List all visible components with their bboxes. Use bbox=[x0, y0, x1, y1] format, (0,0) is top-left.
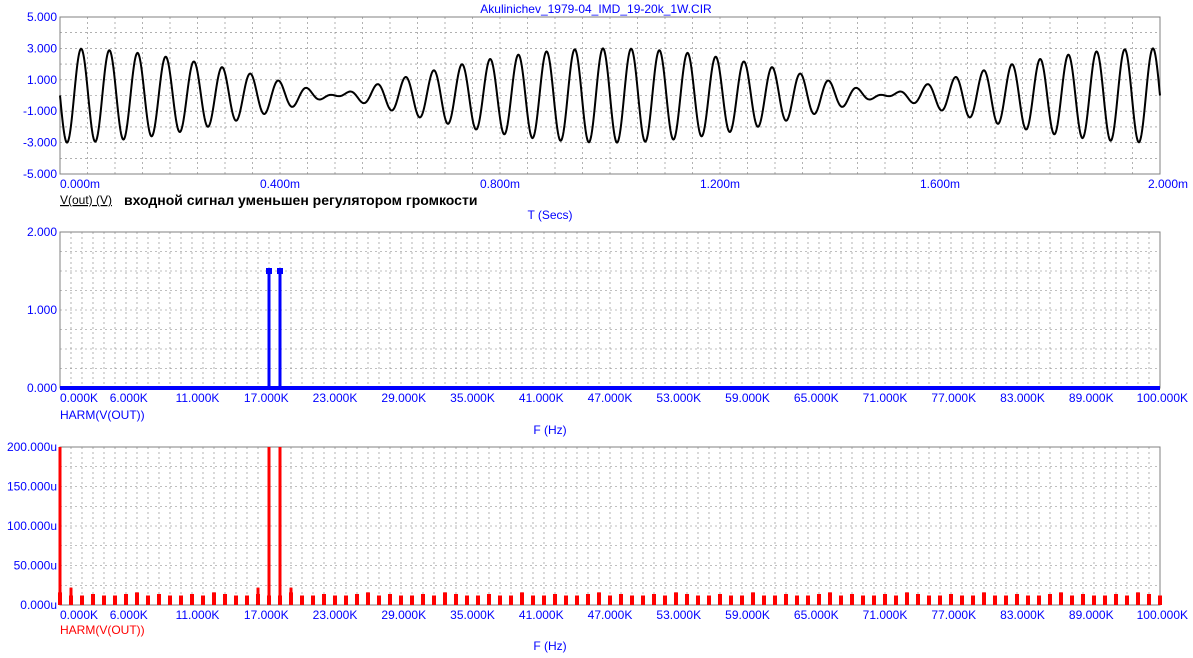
plot2-xlabel: F (Hz) bbox=[533, 423, 566, 437]
plot3-x-tick-label: 47.000K bbox=[588, 608, 633, 622]
plot1-y-tick-label: -1.000 bbox=[23, 104, 57, 118]
plot1-y-tick-label: -3.000 bbox=[23, 136, 57, 150]
plot3-x-tick-label: 59.000K bbox=[725, 608, 770, 622]
plot3-x-tick-label: 11.000K bbox=[176, 608, 220, 622]
plot-spectrum-zoomed: 0.000K 6.000K 11.000K 17.000K 23.000K 29.000K… bbox=[7, 440, 1188, 622]
plot1-ylabel: V(out) (V) bbox=[60, 193, 112, 207]
plot2-x-tick-label: 53.000K bbox=[656, 391, 701, 405]
plot2-x-tick-label: 0.000K bbox=[60, 391, 98, 405]
plot2-x-tick-label: 41.000K bbox=[519, 391, 564, 405]
plot2-x-tick-label: 11.000K bbox=[176, 391, 220, 405]
plot1-x-tick-label: 0.400m bbox=[260, 177, 300, 191]
plot3-x-tick-label: 0.000K bbox=[60, 608, 98, 622]
plot1-y-tick-label: 1.000 bbox=[27, 73, 57, 87]
spectrum-marker bbox=[266, 268, 272, 274]
series-vout-line bbox=[59, 47, 1161, 144]
plot2-x-tick-label: 77.000K bbox=[931, 391, 976, 405]
plot2-x-tick-label: 71.000K bbox=[863, 391, 908, 405]
plot2-x-tick-label: 100.000K bbox=[1137, 391, 1188, 405]
noise-floor-bars bbox=[58, 592, 1162, 605]
plot3-x-tick-label: 41.000K bbox=[519, 608, 564, 622]
plot3-y-tick-label: 100.000u bbox=[7, 519, 57, 533]
plot2-x-tick-label: 83.000K bbox=[1000, 391, 1045, 405]
plot3-x-tick-label: 71.000K bbox=[863, 608, 908, 622]
plot1-xlabel: T (Secs) bbox=[527, 208, 572, 222]
plot1-x-tick-label: 2.000m bbox=[1148, 177, 1188, 191]
plot3-x-tick-label: 23.000K bbox=[313, 608, 358, 622]
plot2-x-tick-label: 89.000K bbox=[1069, 391, 1114, 405]
plot-time-domain: 0.000m 0.400m 0.800m 1.200m 1.600m 2.000m 5.00… bbox=[23, 10, 1188, 191]
plot2-y-tick-label: 2.000 bbox=[27, 225, 57, 239]
plot1-x-tick-label: 1.200m bbox=[700, 177, 740, 191]
plot3-x-tick-label: 53.000K bbox=[656, 608, 701, 622]
plot2-x-tick-label: 29.000K bbox=[381, 391, 426, 405]
plot1-y-tick-label: -5.000 bbox=[23, 167, 57, 181]
plot1-y-tick-label: 3.000 bbox=[27, 41, 57, 55]
plot3-xlabel: F (Hz) bbox=[533, 639, 566, 653]
plot3-x-tick-label: 77.000K bbox=[931, 608, 976, 622]
plot1-x-tick-label: 0.000m bbox=[60, 177, 100, 191]
plot2-y-tick-label: 1.000 bbox=[27, 303, 57, 317]
plot2-x-tick-label: 17.000K bbox=[244, 391, 289, 405]
plot3-y-tick-label: 0.000u bbox=[20, 598, 57, 612]
plot1-x-tick-label: 1.600m bbox=[920, 177, 960, 191]
plot3-x-tick-label: 6.000K bbox=[110, 608, 148, 622]
plot2-x-tick-label: 6.000K bbox=[110, 391, 148, 405]
plot3-y-tick-label: 150.000u bbox=[7, 480, 57, 494]
plot2-x-tick-label: 65.000K bbox=[794, 391, 839, 405]
plot-spectrum-linear: 0.000K 6.000K 11.000K 17.000K 23.000K 29.000K… bbox=[27, 225, 1188, 405]
plot3-y-tick-label: 200.000u bbox=[7, 440, 57, 454]
plot2-y-tick-label: 0.000 bbox=[27, 381, 57, 395]
plot1-y-tick-label: 5.000 bbox=[27, 10, 57, 24]
plot2-x-tick-label: 59.000K bbox=[725, 391, 770, 405]
plot2-x-tick-label: 35.000K bbox=[450, 391, 495, 405]
plot3-ylabel: HARM(V(OUT)) bbox=[60, 623, 145, 637]
plot3-x-tick-label: 29.000K bbox=[381, 608, 426, 622]
plot2-x-tick-label: 23.000K bbox=[313, 391, 358, 405]
window-title: Akulinichev_1979-04_IMD_19-20k_1W.CIR bbox=[480, 2, 712, 16]
plot2-ylabel: HARM(V(OUT)) bbox=[60, 408, 145, 422]
plot3-x-tick-label: 89.000K bbox=[1069, 608, 1114, 622]
spectrum-marker bbox=[277, 268, 283, 274]
plot3-x-tick-label: 17.000K bbox=[244, 608, 289, 622]
plot3-x-tick-label: 100.000K bbox=[1137, 608, 1188, 622]
plot2-x-tick-label: 47.000K bbox=[588, 391, 633, 405]
annotation-text: входной сигнал уменьшен регулятором гром… bbox=[124, 192, 477, 208]
plot3-x-tick-label: 65.000K bbox=[794, 608, 839, 622]
plot1-x-tick-label: 0.800m bbox=[480, 177, 520, 191]
plot3-y-tick-label: 50.000u bbox=[14, 559, 57, 573]
plot3-x-tick-label: 83.000K bbox=[1000, 608, 1045, 622]
plot3-x-tick-label: 35.000K bbox=[450, 608, 495, 622]
